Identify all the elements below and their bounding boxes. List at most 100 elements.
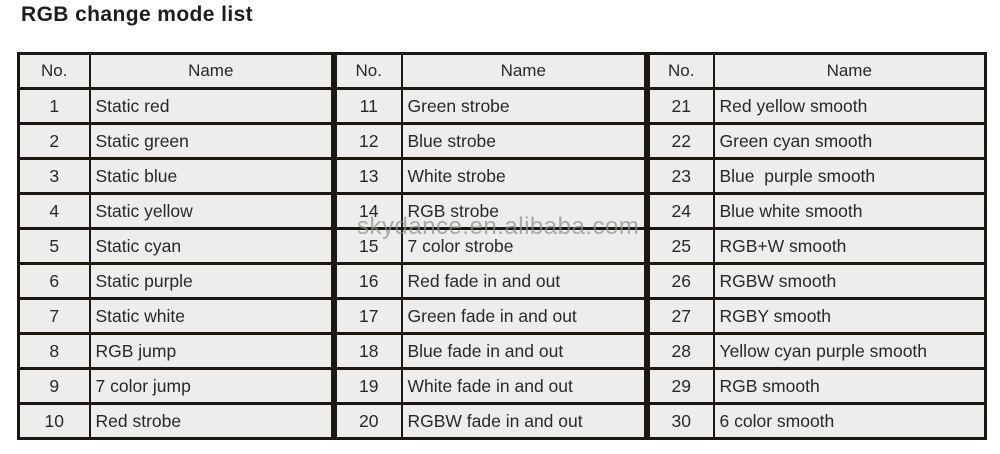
mode-name-cell: Blue white smooth xyxy=(712,192,987,230)
mode-number-cell: 25 xyxy=(647,227,715,265)
mode-number-cell: 23 xyxy=(647,157,715,195)
mode-name-cell: Blue purple smooth xyxy=(712,157,987,195)
mode-number-cell: 6 xyxy=(17,262,91,300)
mode-name-cell: 7 color jump xyxy=(88,367,334,405)
mode-name-cell: Static white xyxy=(88,297,334,335)
mode-number-cell: 16 xyxy=(334,262,403,300)
table-row: 3 Static blue xyxy=(17,157,334,195)
table-row: 24 Blue white smooth xyxy=(647,192,987,230)
mode-name-cell: Blue strobe xyxy=(400,122,647,160)
column-header-name: Name xyxy=(712,52,987,90)
mode-name-cell: Static blue xyxy=(88,157,334,195)
mode-number-cell: 28 xyxy=(647,332,715,370)
mode-name-cell: 7 color strobe xyxy=(400,227,647,265)
mode-number-cell: 3 xyxy=(17,157,91,195)
table-row: 30 6 color smooth xyxy=(647,402,987,440)
mode-number-cell: 18 xyxy=(334,332,403,370)
header-row: No. Name xyxy=(17,52,334,90)
mode-name-cell: Static red xyxy=(88,87,334,125)
header-row: No. Name xyxy=(647,52,987,90)
column-header-no: No. xyxy=(647,52,715,90)
mode-number-cell: 24 xyxy=(647,192,715,230)
mode-number-cell: 11 xyxy=(334,87,403,125)
mode-name-cell: Red strobe xyxy=(88,402,334,440)
mode-number-cell: 10 xyxy=(17,402,91,440)
mode-number-cell: 15 xyxy=(334,227,403,265)
mode-table-group-3: No. Name 21 Red yellow smooth 22 Green cyan… xyxy=(647,52,987,440)
table-row: 1 Static red xyxy=(17,87,334,125)
column-header-no: No. xyxy=(334,52,403,90)
mode-name-cell: RGB smooth xyxy=(712,367,987,405)
mode-name-cell: RGB jump xyxy=(88,332,334,370)
table-row: 10 Red strobe xyxy=(17,402,334,440)
mode-table: No. Name 1 Static red 2 Static green 3 Static… xyxy=(17,52,987,440)
mode-table-group-2: No. Name 11 Green strobe 12 Blue strobe 13 Wh… xyxy=(334,52,647,440)
table-row: 11 Green strobe xyxy=(334,87,647,125)
table-row: 17 Green fade in and out xyxy=(334,297,647,335)
mode-number-cell: 2 xyxy=(17,122,91,160)
table-row: 6 Static purple xyxy=(17,262,334,300)
mode-name-cell: Yellow cyan purple smooth xyxy=(712,332,987,370)
mode-number-cell: 29 xyxy=(647,367,715,405)
table-row: 25 RGB+W smooth xyxy=(647,227,987,265)
mode-name-cell: Blue fade in and out xyxy=(400,332,647,370)
table-row: 26 RGBW smooth xyxy=(647,262,987,300)
mode-name-cell: RGB+W smooth xyxy=(712,227,987,265)
mode-name-cell: Red fade in and out xyxy=(400,262,647,300)
mode-number-cell: 27 xyxy=(647,297,715,335)
table-row: 2 Static green xyxy=(17,122,334,160)
mode-name-cell: Static yellow xyxy=(88,192,334,230)
mode-name-cell: RGBW fade in and out xyxy=(400,402,647,440)
mode-name-cell: White fade in and out xyxy=(400,367,647,405)
table-row: 5 Static cyan xyxy=(17,227,334,265)
mode-number-cell: 7 xyxy=(17,297,91,335)
mode-number-cell: 4 xyxy=(17,192,91,230)
mode-name-cell: 6 color smooth xyxy=(712,402,987,440)
mode-name-cell: RGBY smooth xyxy=(712,297,987,335)
page-title: RGB change mode list xyxy=(21,3,254,26)
mode-number-cell: 21 xyxy=(647,87,715,125)
mode-number-cell: 30 xyxy=(647,402,715,440)
mode-name-cell: RGBW smooth xyxy=(712,262,987,300)
mode-number-cell: 14 xyxy=(334,192,403,230)
table-row: 20 RGBW fade in and out xyxy=(334,402,647,440)
table-row: 29 RGB smooth xyxy=(647,367,987,405)
mode-name-cell: White strobe xyxy=(400,157,647,195)
mode-name-cell: Static green xyxy=(88,122,334,160)
mode-name-cell: Green strobe xyxy=(400,87,647,125)
mode-table-group-1: No. Name 1 Static red 2 Static green 3 Static… xyxy=(17,52,334,440)
table-row: 15 7 color strobe xyxy=(334,227,647,265)
mode-name-cell: Green cyan smooth xyxy=(712,122,987,160)
table-row: 23 Blue purple smooth xyxy=(647,157,987,195)
mode-number-cell: 8 xyxy=(17,332,91,370)
mode-number-cell: 20 xyxy=(334,402,403,440)
mode-number-cell: 17 xyxy=(334,297,403,335)
table-row: 18 Blue fade in and out xyxy=(334,332,647,370)
column-header-name: Name xyxy=(400,52,647,90)
mode-number-cell: 1 xyxy=(17,87,91,125)
mode-number-cell: 12 xyxy=(334,122,403,160)
table-row: 21 Red yellow smooth xyxy=(647,87,987,125)
column-header-name: Name xyxy=(88,52,334,90)
mode-name-cell: RGB strobe xyxy=(400,192,647,230)
table-row: 22 Green cyan smooth xyxy=(647,122,987,160)
table-row: 13 White strobe xyxy=(334,157,647,195)
mode-name-cell: Static purple xyxy=(88,262,334,300)
mode-number-cell: 5 xyxy=(17,227,91,265)
table-row: 4 Static yellow xyxy=(17,192,334,230)
mode-number-cell: 22 xyxy=(647,122,715,160)
mode-number-cell: 26 xyxy=(647,262,715,300)
mode-number-cell: 19 xyxy=(334,367,403,405)
table-row: 14 RGB strobe xyxy=(334,192,647,230)
table-row: 8 RGB jump xyxy=(17,332,334,370)
mode-number-cell: 9 xyxy=(17,367,91,405)
table-row: 27 RGBY smooth xyxy=(647,297,987,335)
header-row: No. Name xyxy=(334,52,647,90)
mode-number-cell: 13 xyxy=(334,157,403,195)
table-row: 19 White fade in and out xyxy=(334,367,647,405)
table-row: 16 Red fade in and out xyxy=(334,262,647,300)
mode-name-cell: Green fade in and out xyxy=(400,297,647,335)
mode-name-cell: Red yellow smooth xyxy=(712,87,987,125)
